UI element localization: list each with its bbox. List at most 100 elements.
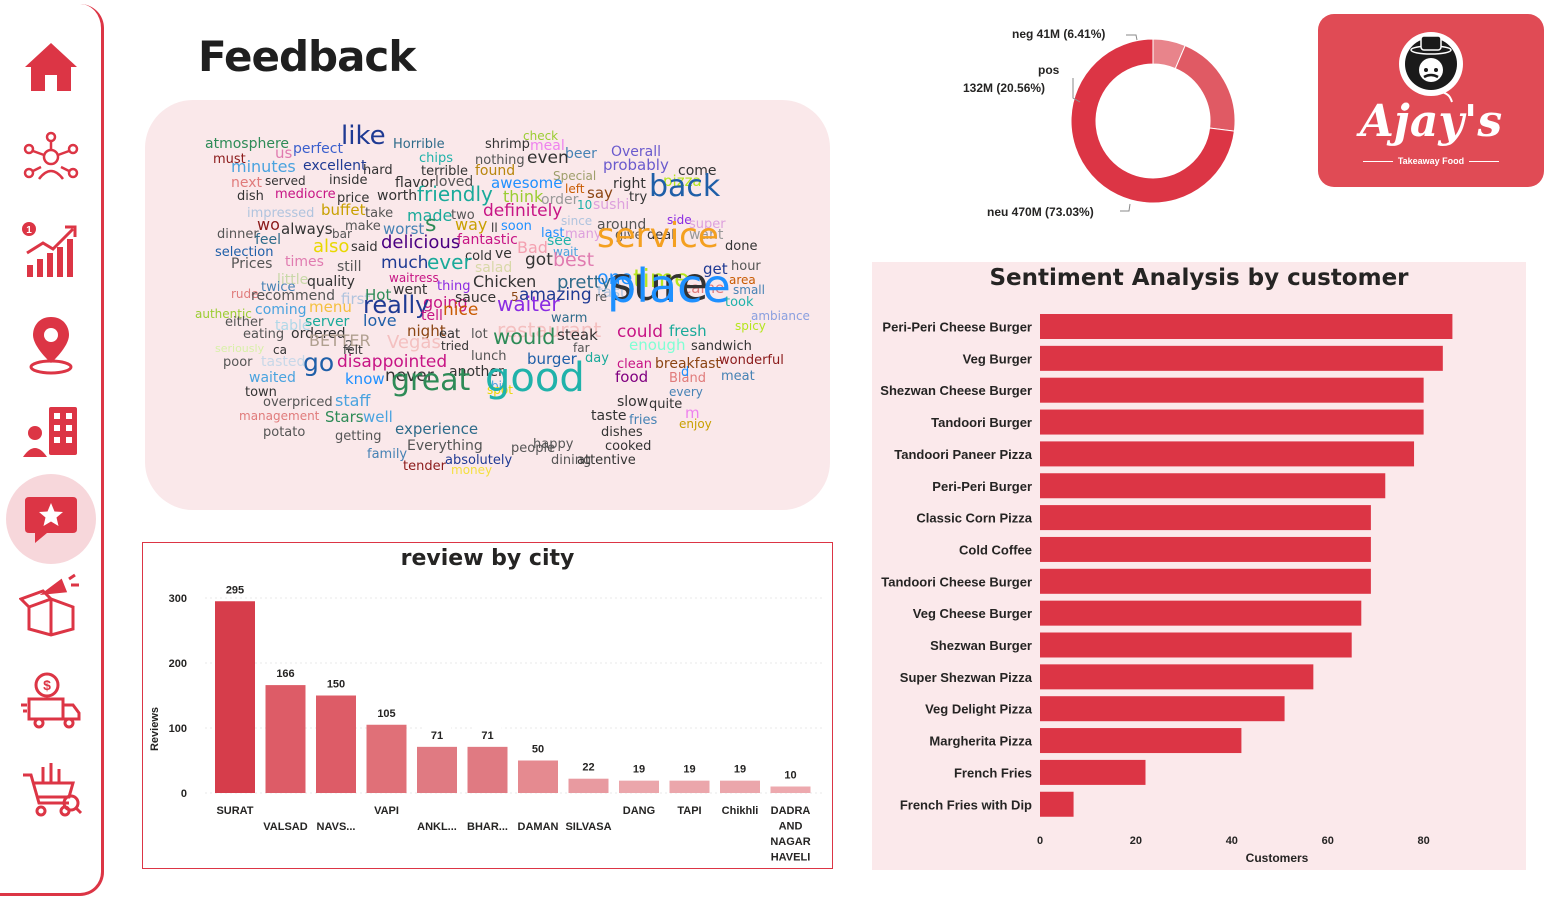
word-cloud-word: far (573, 341, 590, 356)
word-cloud-word: hour (731, 258, 761, 274)
word-cloud-word: poor (223, 354, 253, 370)
sentiment-bar[interactable] (1040, 536, 1371, 562)
nav-customers[interactable] (6, 116, 96, 206)
city-bar[interactable] (265, 685, 306, 793)
city-bar[interactable] (619, 780, 659, 793)
nav-inventory[interactable] (6, 744, 96, 834)
word-cloud-word: lot (471, 326, 488, 342)
word-cloud-word: us (275, 144, 293, 162)
sentiment-bar[interactable] (1040, 505, 1371, 531)
city-data-label: 10 (784, 770, 796, 782)
word-cloud-word: amazing (519, 285, 592, 306)
word-cloud-word: side (667, 213, 692, 228)
word-cloud-word: deal (647, 227, 675, 243)
sentiment-category-label: Tandoori Cheese Burger (881, 574, 1032, 589)
city-bar[interactable] (518, 760, 558, 794)
word-cloud-word: either (225, 314, 264, 330)
word-cloud-word: steak (557, 326, 598, 344)
word-cloud-word: recommend (251, 287, 335, 304)
customers-icon (23, 131, 79, 180)
city-bar[interactable] (669, 780, 710, 793)
city-bar[interactable] (417, 746, 457, 793)
donut-slice-neu[interactable] (1070, 38, 1235, 204)
word-cloud-word: beer (565, 145, 597, 162)
word-cloud-word: quality (307, 273, 355, 290)
word-cloud-word: love (363, 311, 397, 331)
nav-location[interactable] (6, 300, 96, 390)
word-cloud-word: feel (255, 231, 282, 248)
word-cloud-word: give (615, 227, 643, 243)
nav-sales[interactable]: 1 (6, 204, 96, 294)
sentiment-bar[interactable] (1040, 696, 1285, 722)
word-cloud-word: way (455, 215, 488, 235)
sentiment-bar[interactable] (1040, 473, 1386, 499)
svg-text:$: $ (43, 677, 51, 693)
sentiment-bar[interactable] (1040, 728, 1242, 754)
nav-feedback[interactable] (6, 474, 96, 564)
sentiment-bar[interactable] (1040, 409, 1424, 435)
city-bar[interactable] (720, 780, 760, 793)
word-cloud-word: terrible (421, 163, 469, 179)
city-data-label-bg (776, 766, 805, 783)
sentiment-bar[interactable] (1040, 600, 1362, 626)
word-cloud-word: worth (377, 187, 418, 204)
city-data-label-bg (423, 726, 451, 743)
city-category-label: SILVASA (565, 821, 611, 833)
word-cloud-word: buffet (321, 201, 366, 219)
sentiment-bar[interactable] (1040, 632, 1352, 658)
sentiment-category-label: Shezwan Cheese Burger (880, 383, 1032, 398)
word-cloud-word: even (527, 148, 569, 169)
city-data-label: 150 (327, 679, 345, 691)
word-cloud-word: coming (255, 301, 307, 318)
word-cloud-word: two (451, 207, 475, 223)
word-cloud-word: waitress (389, 271, 439, 286)
word-cloud-word: inside (329, 172, 368, 188)
word-cloud-word: know (345, 370, 385, 388)
word-cloud-word: taste (591, 407, 627, 424)
sentiment-bar[interactable] (1040, 314, 1453, 339)
city-category-label: ANKL... (417, 821, 457, 833)
word-cloud-word: could (617, 322, 664, 343)
sentiment-category-label: Margherita Pizza (929, 734, 1032, 749)
sentiment-bar[interactable] (1040, 377, 1424, 403)
city-data-label-bg (372, 704, 401, 721)
city-category-label: DANG (623, 805, 655, 817)
word-cloud-word: re (595, 290, 608, 305)
nav-home[interactable] (6, 22, 96, 112)
word-cloud-word: tender (403, 458, 446, 474)
word-cloud-word: Overall (611, 143, 662, 160)
city-bar[interactable] (366, 724, 407, 793)
nav-marketing[interactable] (6, 560, 96, 650)
nav-employees[interactable] (6, 386, 96, 476)
sentiment-bar[interactable] (1040, 664, 1314, 690)
sentiment-bar[interactable] (1040, 345, 1443, 371)
donut-slice-pos[interactable] (1174, 44, 1236, 132)
city-bar[interactable] (568, 778, 609, 793)
word-cloud-word: get (703, 260, 728, 278)
sentiment-bar[interactable] (1040, 759, 1146, 785)
donut-leader-line (1120, 203, 1131, 212)
word-cloud-word: pizza (663, 172, 702, 190)
sentiment-bar[interactable] (1040, 791, 1074, 817)
word-cloud-word: shrimp (485, 136, 530, 152)
word-cloud-word: Vegas (387, 331, 441, 353)
word-cloud-word: Bland (669, 370, 706, 386)
word-cloud-word: Prices (231, 255, 273, 272)
nav-delivery[interactable]: $ (6, 656, 96, 746)
sentiment-bar[interactable] (1040, 568, 1371, 594)
word-cloud-word: price (337, 190, 370, 206)
city-bar[interactable] (467, 746, 508, 793)
sentiment-bar[interactable] (1040, 441, 1415, 467)
city-bar[interactable] (316, 695, 356, 794)
city-bar[interactable] (770, 786, 811, 794)
word-cloud-word: eat (439, 326, 461, 342)
word-cloud-word: overpriced (263, 394, 333, 410)
word-cloud-word: Hot (365, 286, 392, 304)
word-cloud-word: Stars (325, 408, 364, 426)
word-cloud-word: tasty (597, 283, 635, 301)
word-cloud-word: flavor (395, 174, 436, 191)
word-cloud-word: sauce (455, 289, 497, 306)
city-bar[interactable] (215, 601, 255, 793)
word-cloud-word: spot (487, 383, 513, 398)
